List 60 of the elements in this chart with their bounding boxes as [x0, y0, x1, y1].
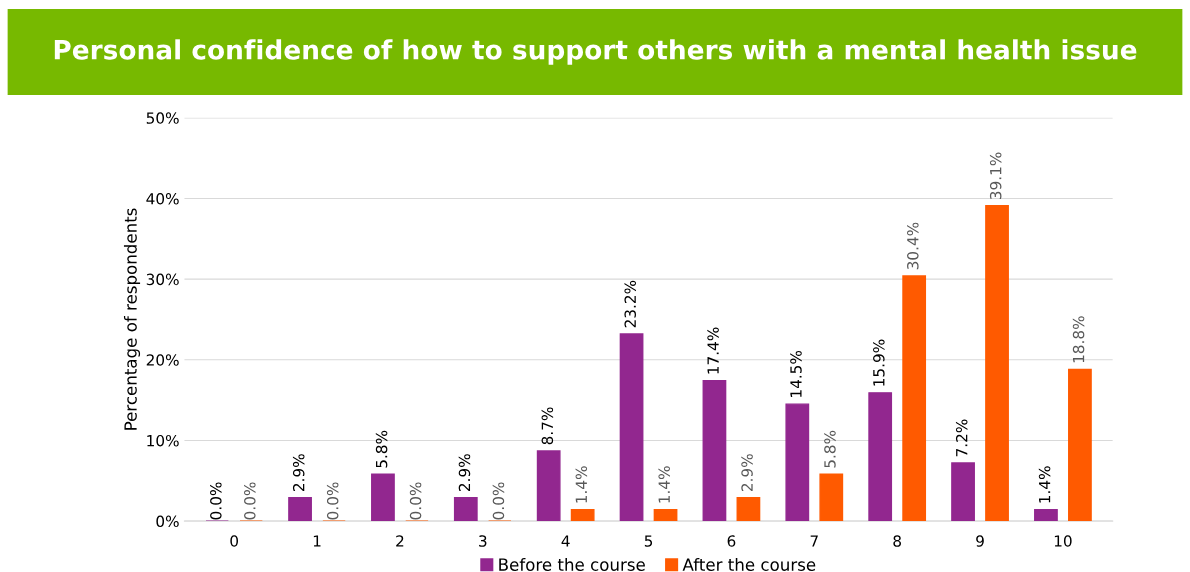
- bar: [868, 392, 893, 522]
- x-tick-label: 0: [230, 535, 239, 547]
- legend-label: After the course: [682, 558, 816, 571]
- bar: [570, 509, 595, 522]
- data-label: 18.8%: [1072, 316, 1085, 363]
- bar: [785, 403, 810, 522]
- x-tick-label: 9: [976, 535, 984, 547]
- y-tick-label: 10%: [147, 434, 179, 447]
- bar: [1034, 509, 1058, 522]
- data-label: 0.0%: [492, 482, 505, 520]
- x-tick-label: 7: [810, 535, 818, 547]
- y-axis-title: Percentage of respondents: [123, 208, 141, 430]
- data-label: 15.9%: [873, 339, 885, 386]
- bar: [536, 450, 561, 522]
- data-label: 39.1%: [989, 152, 1002, 200]
- data-label: 23.2%: [624, 280, 636, 328]
- data-label: 1.4%: [575, 466, 588, 503]
- x-tick-label: 6: [727, 535, 736, 547]
- data-label: 0.0%: [326, 482, 339, 520]
- data-label: 0.0%: [210, 482, 222, 520]
- bar: [371, 473, 395, 522]
- x-tick-label: 4: [561, 535, 570, 547]
- bar: [1068, 368, 1092, 522]
- data-label: 7.2%: [955, 419, 968, 457]
- x-tick-label: 3: [479, 535, 487, 547]
- data-label: 2.9%: [458, 454, 471, 492]
- bar: [736, 497, 761, 522]
- bar: [819, 473, 844, 522]
- legend-label: Before the course: [499, 558, 645, 571]
- bar: [288, 497, 312, 522]
- data-label: 5.8%: [375, 430, 388, 468]
- x-tick-label: 8: [893, 535, 901, 547]
- x-tick-label: 5: [644, 535, 653, 547]
- data-label: 17.4%: [707, 327, 719, 374]
- data-label: 5.8%: [824, 430, 836, 468]
- bar: [902, 275, 927, 522]
- y-tick-label: 50%: [146, 112, 179, 124]
- bar: [702, 380, 727, 522]
- data-label: 2.9%: [292, 454, 305, 492]
- x-tick-label: 2: [396, 535, 404, 547]
- x-tick-label: 10: [1054, 535, 1072, 547]
- data-label: 14.5%: [790, 350, 802, 397]
- data-label: 1.4%: [1038, 466, 1051, 503]
- y-tick-label: 20%: [146, 354, 179, 366]
- data-label: 2.9%: [741, 454, 753, 492]
- y-tick-label: 0%: [156, 515, 179, 528]
- chart-title: Personal confidence of how to support others with a mental health issue: [54, 39, 1137, 65]
- bar: [985, 205, 1009, 522]
- data-label: 8.7%: [541, 407, 554, 445]
- bar: [653, 509, 678, 522]
- y-tick-label: 40%: [146, 192, 179, 205]
- bar: [619, 333, 644, 522]
- data-label: 30.4%: [907, 222, 919, 270]
- bar: [951, 462, 975, 522]
- data-label: 0.0%: [409, 482, 422, 520]
- bar: [453, 497, 478, 522]
- data-label: 1.4%: [658, 466, 670, 503]
- data-label: 0.0%: [244, 482, 256, 520]
- x-tick-label: 1: [313, 535, 321, 547]
- y-tick-label: 30%: [146, 273, 179, 286]
